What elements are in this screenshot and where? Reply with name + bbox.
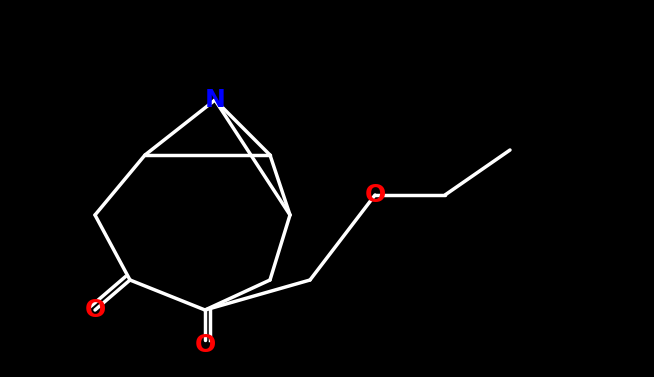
Text: O: O — [364, 183, 386, 207]
Text: O: O — [194, 333, 216, 357]
Text: N: N — [205, 88, 226, 112]
Text: O: O — [84, 298, 106, 322]
